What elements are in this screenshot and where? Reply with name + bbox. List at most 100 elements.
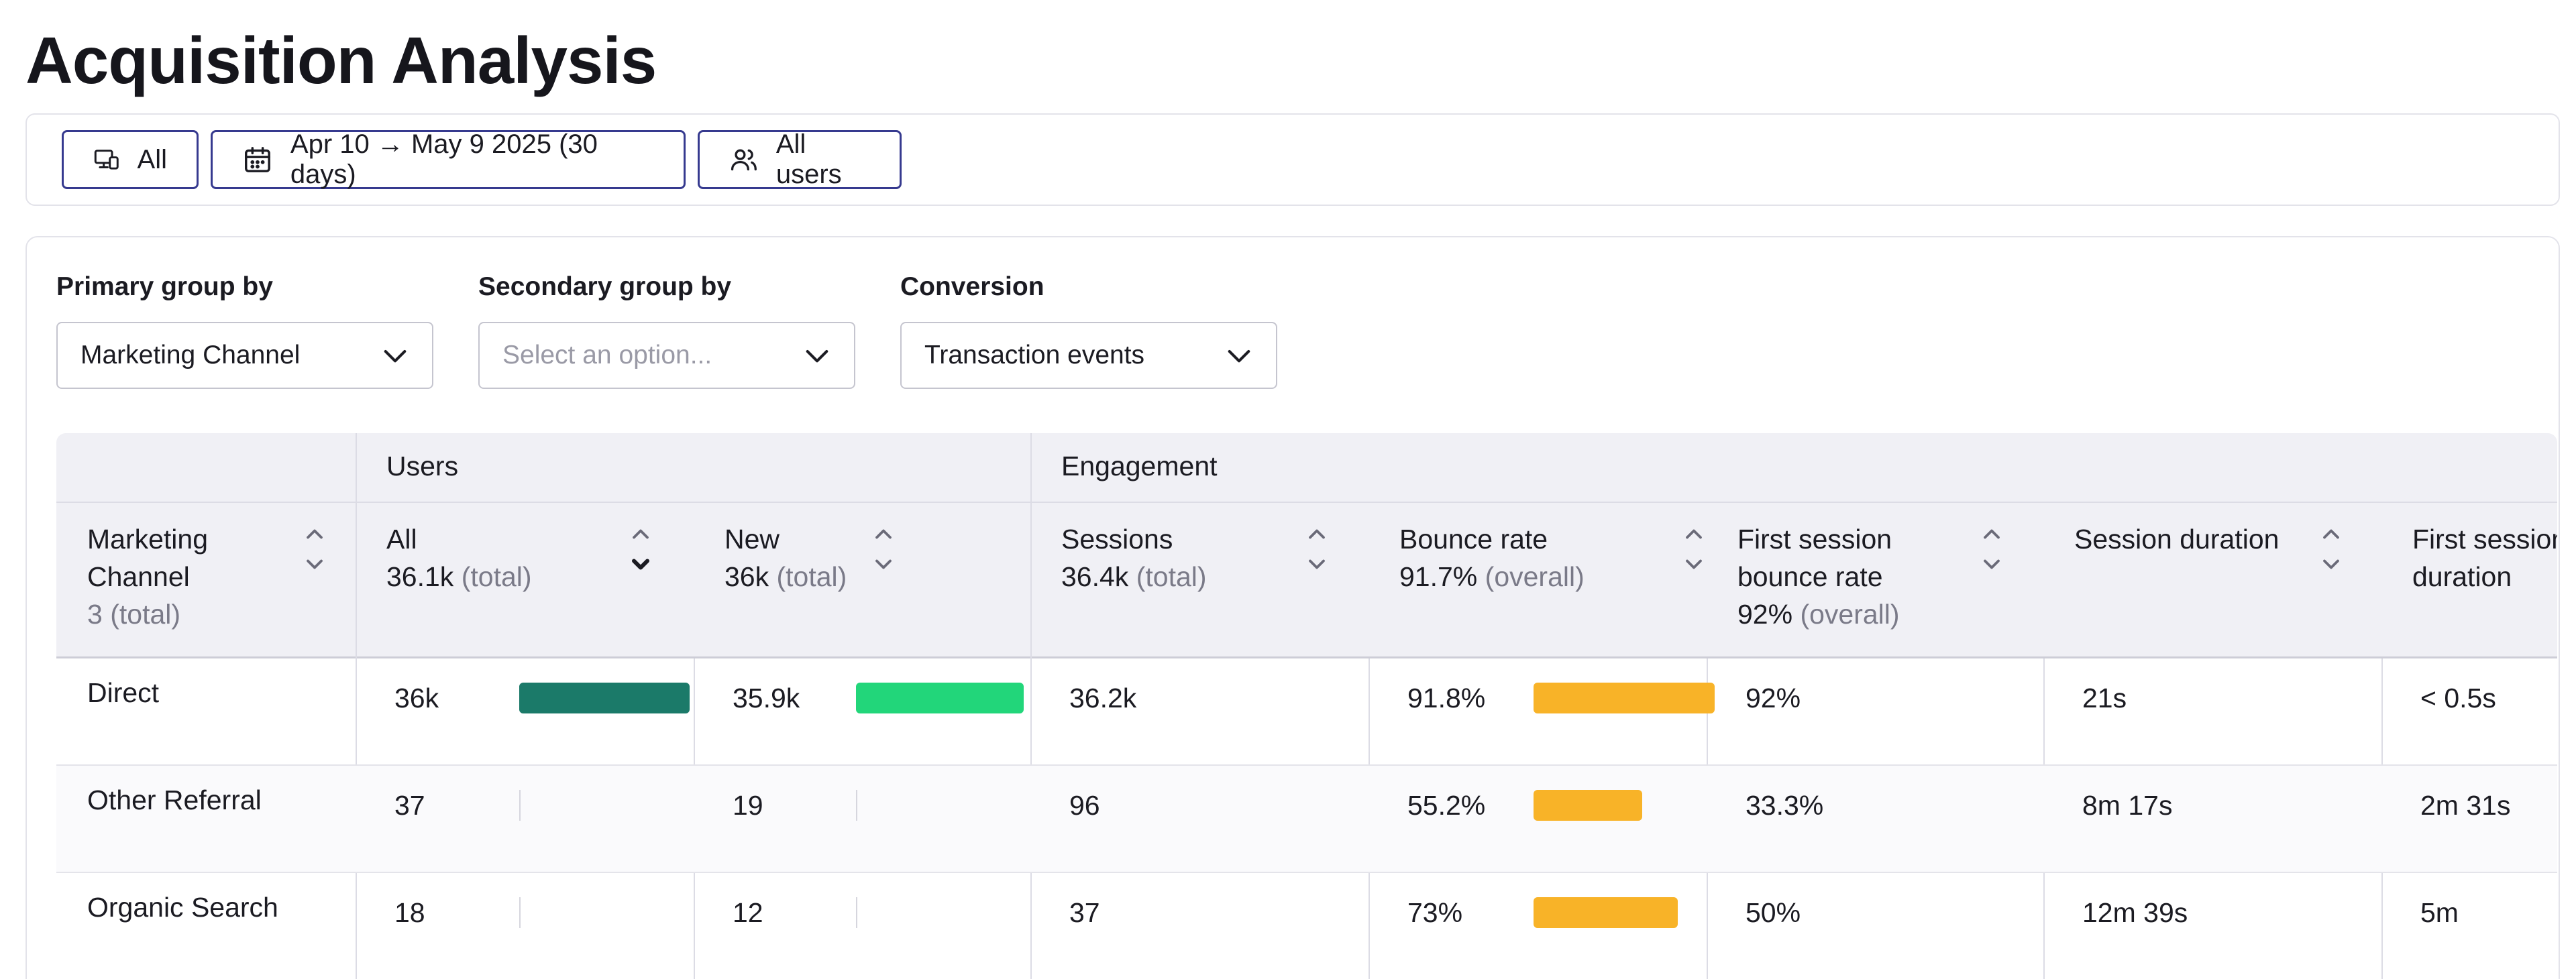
table-row[interactable]: Other Referral 37 19 96 55.2% 33.3% 8m 1… [56,766,2557,873]
session-duration-cell: 21s [2082,683,2127,713]
column-label: First session duration [2412,524,2557,592]
new-users-bar [856,790,857,821]
column-header-sessions[interactable]: Sessions 36.4k (total) [1030,503,1368,658]
sort-icon[interactable] [873,526,894,573]
sort-icon[interactable] [1684,526,1704,573]
column-header-session-duration[interactable]: Session duration [2043,503,2381,658]
date-range-button[interactable]: Apr 10 → May 9 2025 (30 days) [211,129,686,189]
new-users-cell: 35.9k [733,683,800,713]
primary-group-label: Primary group by [56,272,273,301]
conversion-label: Conversion [900,272,1044,301]
analysis-panel: Primary group by Marketing Channel Secon… [25,236,2560,979]
chevron-down-icon [1228,350,1250,363]
primary-group-value: Marketing Channel [80,341,301,369]
column-total-suffix: (total) [110,599,181,630]
session-duration-cell: 12m 39s [2082,897,2188,928]
sessions-cell: 36.2k [1069,683,1137,713]
column-label: Sessions [1061,524,1173,555]
chevron-down-icon [806,350,828,363]
column-header-marketing-channel[interactable]: Marketing Channel 3 (total) [56,503,356,658]
new-users-bar [856,897,857,928]
sort-icon[interactable] [2321,526,2341,573]
bounce-rate-bar [1534,790,1642,821]
device-filter-label: All [137,144,167,174]
column-total-suffix: (total) [1136,561,1207,592]
column-label: Marketing Channel [87,524,209,592]
calendar-icon [245,147,270,172]
bounce-rate-cell: 91.8% [1407,683,1486,713]
first-session-bounce-cell: 92% [1746,683,1801,713]
secondary-group-select[interactable]: Select an option... [478,322,855,389]
channel-cell: Other Referral [87,785,262,815]
column-group-row: Users Engagement [56,433,2557,503]
primary-group-select[interactable]: Marketing Channel [56,322,433,389]
sessions-cell: 96 [1069,790,1100,821]
device-filter-button[interactable]: All [62,130,199,189]
all-users-cell: 36k [394,683,439,713]
all-users-bar [519,790,521,821]
column-header-row: Marketing Channel 3 (total) All 36.1k (t… [56,503,2557,658]
column-total: 92% [1737,599,1793,630]
users-icon [731,149,757,171]
session-duration-cell: 8m 17s [2082,790,2173,821]
chevron-down-icon [384,350,407,363]
first-session-bounce-cell: 33.3% [1746,790,1824,821]
column-total: 36.4k [1061,561,1129,592]
all-users-cell: 18 [394,897,425,928]
column-label: First session bounce rate [1737,524,1892,592]
page-title: Acquisition Analysis [25,23,657,97]
channel-cell: Direct [87,677,160,708]
date-range-label: Apr 10 → May 9 2025 (30 days) [290,129,598,189]
new-users-bar [856,683,1024,713]
column-total: 36k [724,561,769,592]
column-header-bounce-rate[interactable]: Bounce rate 91.7% (overall) [1368,503,1707,658]
users-filter-label: All users [775,129,842,189]
column-total: 91.7% [1399,561,1478,592]
all-users-bar [519,897,521,928]
column-header-first-session-duration[interactable]: First session duration [2381,503,2557,658]
conversion-select[interactable]: Transaction events [900,322,1277,389]
all-users-bar [519,683,690,713]
column-total-suffix: (total) [461,561,532,592]
secondary-group-label: Secondary group by [478,272,732,301]
table-row[interactable]: Organic Search 18 12 37 73% 50% 12m 39s … [56,873,2557,979]
column-label: Session duration [2074,524,2279,555]
column-label: Bounce rate [1399,524,1548,555]
new-users-cell: 12 [733,897,763,928]
bounce-rate-bar [1534,683,1715,713]
first-session-duration-cell: 5m [2420,897,2459,928]
sort-icon[interactable] [305,526,325,573]
column-header-all[interactable]: All 36.1k (total) [356,503,694,658]
acquisition-table: Users Engagement Marketing Channel 3 (to… [56,433,2557,979]
column-label: New [724,524,780,555]
column-total-suffix: (overall) [1800,599,1900,630]
first-session-duration-cell: 2m 31s [2420,790,2511,821]
first-session-bounce-cell: 50% [1746,897,1801,928]
column-label: All [386,524,417,555]
all-users-cell: 37 [394,790,425,821]
conversion-value: Transaction events [924,341,1145,369]
secondary-group-placeholder: Select an option... [502,341,712,369]
column-header-new[interactable]: New 36k (total) [694,503,1030,658]
column-total-suffix: (total) [776,561,847,592]
table-row[interactable]: Direct 36k 35.9k 36.2k 91.8% 92% 21s < 0… [56,658,2557,766]
sessions-cell: 37 [1069,897,1100,928]
new-users-cell: 19 [733,790,763,821]
channel-cell: Organic Search [87,892,278,923]
column-header-first-session-bounce-rate[interactable]: First session bounce rate 92% (overall) [1707,503,2043,658]
sort-desc-icon[interactable] [631,526,651,573]
group-header-engagement: Engagement [1061,451,1218,481]
group-header-users: Users [386,451,459,481]
column-total-suffix: (overall) [1485,561,1585,592]
column-total: 36.1k [386,561,454,592]
first-session-duration-cell: < 0.5s [2420,683,2496,713]
filter-bar: All Apr 10 → May 9 2025 (30 days) All us… [25,113,2560,206]
sort-icon[interactable] [1982,526,2002,573]
bounce-rate-cell: 73% [1407,897,1463,928]
column-total: 3 [87,599,103,630]
device-icon [94,150,119,170]
users-filter-button[interactable]: All users [698,129,902,189]
bounce-rate-cell: 55.2% [1407,790,1486,821]
sort-icon[interactable] [1307,526,1327,573]
bounce-rate-bar [1534,897,1678,928]
